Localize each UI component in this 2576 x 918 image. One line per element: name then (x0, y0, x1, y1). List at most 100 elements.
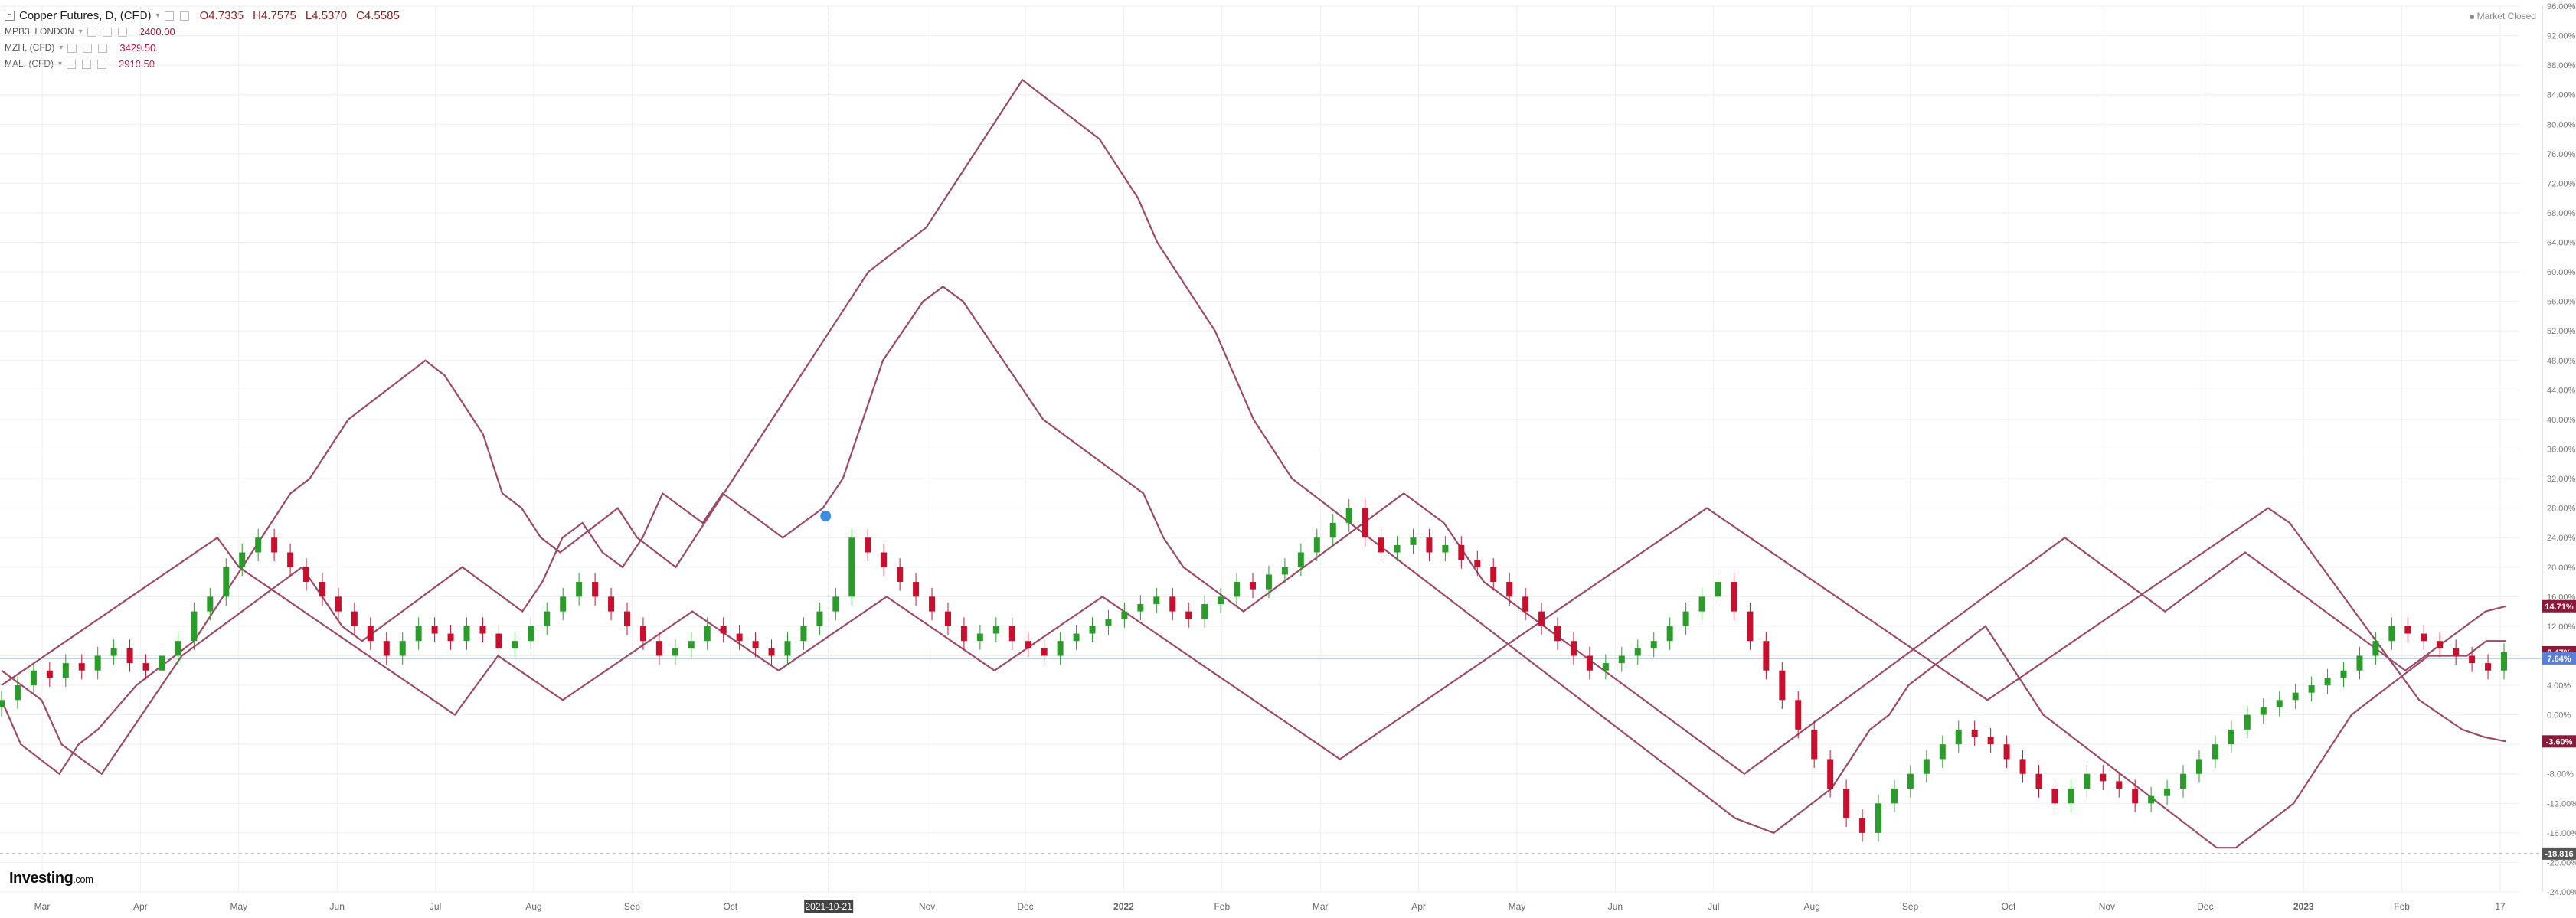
candle-body (1618, 655, 1625, 664)
close-icon[interactable] (97, 59, 107, 69)
y-tick-label: 96.00% (2547, 2, 2576, 11)
candle-body (2084, 773, 2091, 789)
candle-body (1041, 648, 1048, 656)
candle-body (1426, 537, 1433, 553)
chevron-down-icon[interactable]: ▾ (78, 28, 83, 36)
candle-body (2340, 670, 2347, 678)
candle-body (287, 552, 294, 567)
collapse-icon[interactable]: − (5, 11, 15, 21)
eye-icon[interactable] (67, 59, 77, 69)
y-tick-label: 28.00% (2547, 505, 2576, 514)
x-tick-label: Nov (2099, 901, 2115, 912)
settings-icon[interactable] (164, 11, 174, 21)
candle-body (191, 611, 198, 642)
candle-body (2132, 789, 2139, 804)
value-tag (2542, 652, 2576, 665)
x-tick-label: May (1509, 901, 1526, 912)
candle-body (608, 596, 615, 612)
candle-body (672, 648, 678, 656)
candle-body (2469, 655, 2476, 664)
x-tick-label: 17 (2495, 901, 2506, 912)
candle-body (159, 655, 165, 671)
candle-body (2100, 773, 2107, 782)
y-tick-label: -12.00% (2547, 799, 2576, 809)
x-tick-label: 2022 (1113, 901, 1134, 912)
x-tick-label: Feb (2394, 901, 2410, 912)
x-tick-label: Mar (34, 901, 51, 912)
candle-body (1057, 641, 1064, 656)
y-tick-label: 64.00% (2547, 239, 2576, 248)
candle-body (271, 537, 278, 553)
legend-compare-row: MPB3, LONDON ▾ 2400.00 (5, 24, 400, 40)
candle-body (2276, 700, 2283, 707)
candle-body (142, 663, 149, 671)
candle-body (2003, 744, 2010, 760)
chevron-down-icon[interactable]: ▾ (59, 44, 64, 52)
x-tick-label: Jul (430, 901, 441, 912)
candle-body (1907, 773, 1914, 789)
x-tick-label: Sep (1902, 901, 1919, 912)
candle-body (800, 626, 807, 642)
close-icon[interactable] (98, 43, 108, 53)
candle-body (2485, 663, 2492, 671)
candle-body (2421, 633, 2427, 642)
candle-body (2308, 685, 2315, 693)
y-tick-label: 52.00% (2547, 327, 2576, 336)
x-tick-label: Dec (2197, 901, 2213, 912)
ohlc-high: H4.7575 (253, 9, 296, 22)
settings-icon[interactable] (83, 43, 93, 53)
candle-body (1378, 537, 1384, 553)
candle-body (832, 596, 839, 612)
y-tick-label: 32.00% (2547, 475, 2576, 484)
candle-body (929, 596, 936, 612)
y-tick-label: 40.00% (2547, 416, 2576, 425)
y-tick-label: -24.00% (2547, 888, 2576, 897)
y-tick-label: 88.00% (2547, 61, 2576, 70)
close-icon[interactable] (179, 11, 189, 21)
candle-body (768, 648, 775, 656)
legend-compare-row: MAL, (CFD) ▾ 2910.50 (5, 56, 400, 72)
candle-body (560, 596, 567, 612)
compare-series-line (1, 286, 2506, 776)
candle-body (1490, 567, 1497, 583)
value-tag-label: -18.816 (2545, 850, 2573, 859)
chevron-down-icon[interactable]: ▾ (58, 60, 63, 68)
candle-body (30, 670, 37, 686)
y-tick-label: 20.00% (2547, 564, 2576, 573)
x-tick-label: May (230, 901, 247, 912)
y-tick-label: 48.00% (2547, 357, 2576, 366)
eye-icon[interactable] (67, 43, 77, 53)
candle-body (126, 648, 133, 664)
candle-body (1923, 759, 1930, 774)
candle-body (207, 596, 214, 612)
candle-body (688, 641, 695, 648)
candle-body (1987, 737, 1994, 745)
candle-body (1362, 508, 1368, 538)
chevron-down-icon[interactable]: ▾ (155, 11, 160, 20)
compare-value: 3429.50 (119, 42, 156, 54)
candle-body (2404, 626, 2411, 634)
candle-body (865, 537, 871, 553)
candle-body (992, 626, 999, 634)
compare-value: 2910.50 (119, 58, 155, 70)
y-tick-label: 36.00% (2547, 446, 2576, 455)
x-tick-label: Jul (1708, 901, 1719, 912)
candle-body (223, 567, 230, 597)
candle-body (1281, 567, 1288, 575)
compare-symbol: MPB3, LONDON (5, 26, 74, 37)
candle-body (897, 567, 904, 583)
candle-body (881, 552, 888, 567)
candle-body (495, 633, 502, 648)
candle-body (1522, 596, 1529, 612)
ohlc-open: O4.7335 (199, 9, 244, 22)
candle-body (976, 633, 983, 642)
candle-body (913, 582, 920, 597)
candle-body (1169, 596, 1176, 612)
settings-icon[interactable] (82, 59, 92, 69)
candle-body (1586, 655, 1593, 671)
candle-body (2324, 678, 2331, 686)
y-tick-label: 56.00% (2547, 298, 2576, 307)
candle-body (367, 626, 374, 642)
x-tick-label: Mar (1313, 901, 1329, 912)
